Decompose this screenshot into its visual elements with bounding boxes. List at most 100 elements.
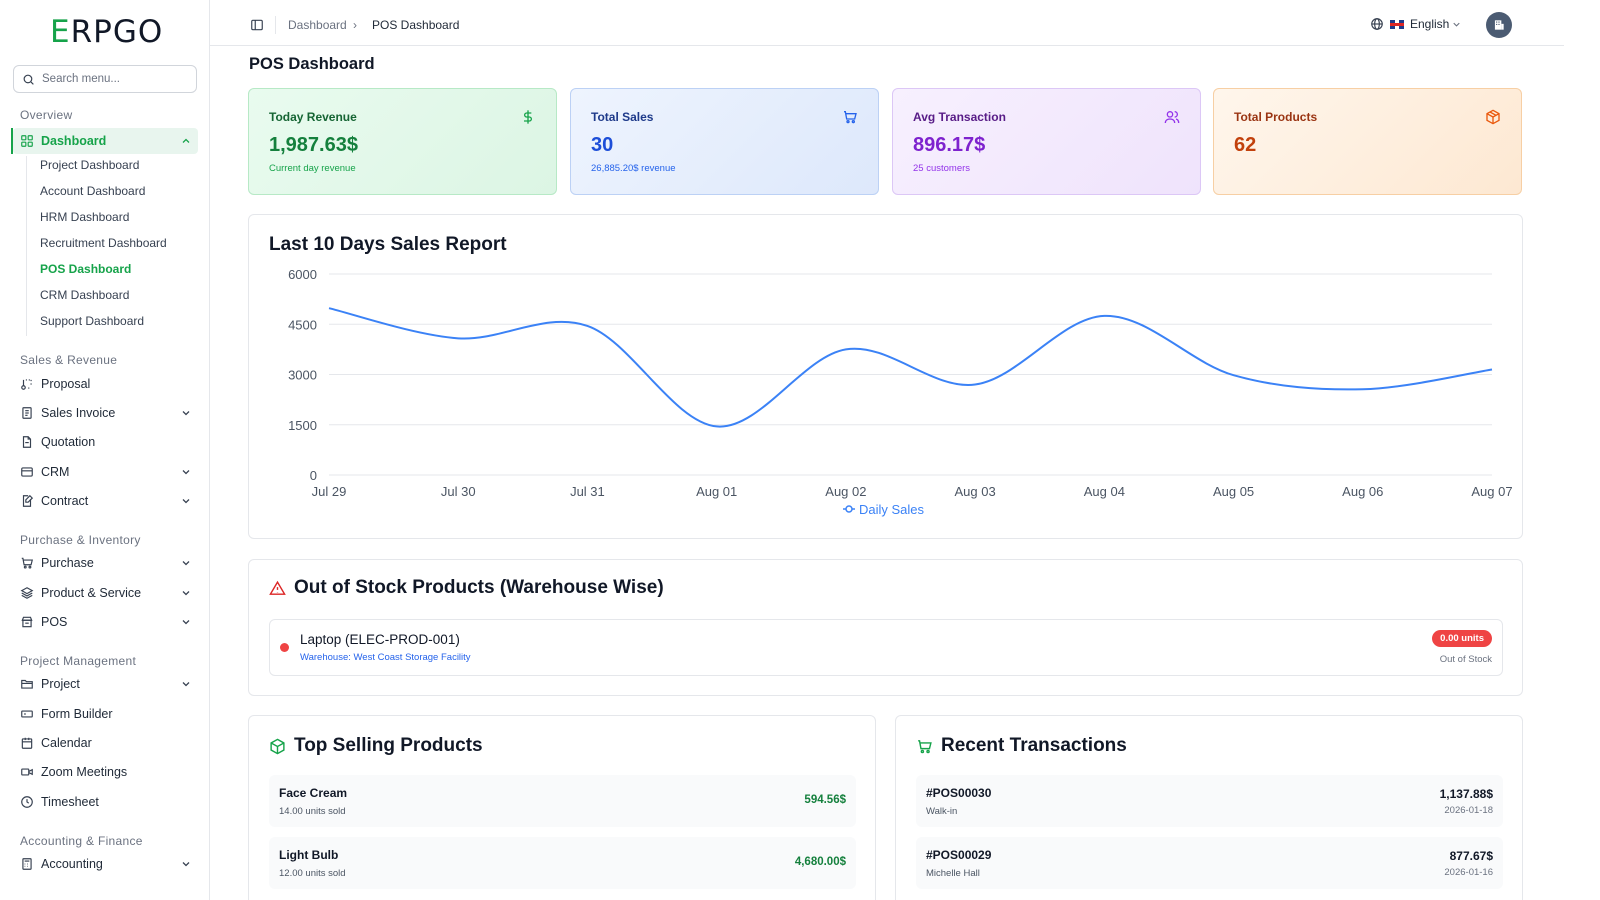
- sidebar-item-label: Calendar: [41, 736, 92, 750]
- globe-icon: [1371, 18, 1383, 30]
- sidebar-item-label: Project: [41, 677, 80, 691]
- header-divider: [275, 16, 276, 34]
- sidebar-item-quotation[interactable]: Quotation: [20, 432, 192, 452]
- layers-icon: [20, 586, 34, 600]
- breadcrumb-dashboard[interactable]: Dashboard: [288, 18, 347, 32]
- legend-label: Daily Sales: [859, 502, 925, 517]
- x-tick-label: Aug 06: [1342, 484, 1383, 499]
- out-of-stock-title: Out of Stock Products (Warehouse Wise): [269, 577, 664, 599]
- stat-total-sales: Total Sales 30 26,885.20$ revenue: [570, 88, 879, 195]
- folder-icon: [20, 677, 34, 691]
- sidebar-item-form-builder[interactable]: Form Builder: [20, 704, 192, 724]
- chevron-down-icon: [182, 591, 190, 596]
- dollar-icon: [524, 110, 532, 124]
- sales-line-chart: 0 1500 3000 4500 6000 Jul 29 Jul 30 Jul 31 Aug 0…: [288, 267, 1513, 517]
- sidebar-subitem-hrm-dashboard[interactable]: HRM Dashboard: [40, 210, 130, 224]
- stat-value: 62: [1234, 134, 1257, 156]
- cart-icon: [918, 739, 932, 753]
- sidebar-subitem-support-dashboard[interactable]: Support Dashboard: [40, 314, 145, 328]
- calendar-icon: [20, 736, 34, 750]
- sidebar-item-dashboard[interactable]: Dashboard: [20, 131, 192, 151]
- x-tick-label: Aug 01: [696, 484, 737, 499]
- sidebar-item-accounting[interactable]: Accounting: [20, 854, 192, 874]
- store-icon: [20, 615, 34, 629]
- cart-icon: [20, 556, 34, 570]
- chevron-down-icon: [182, 561, 190, 566]
- chevron-up-icon: [182, 138, 190, 143]
- list-item[interactable]: #POS00030 Walk-in 1,137.88$ 2026-01-18: [916, 775, 1503, 827]
- x-tick-label: Aug 02: [825, 484, 866, 499]
- chevron-down-icon: [182, 411, 190, 416]
- y-tick-label: 4500: [288, 317, 317, 332]
- stat-today-revenue: Today Revenue 1,987.63$ Current day reve…: [248, 88, 557, 195]
- search-input[interactable]: [42, 73, 192, 85]
- x-tick-label: Jul 29: [312, 484, 347, 499]
- sidebar: ERPGO Overview Dashboard Project Dashboa…: [0, 0, 210, 900]
- sidebar-subitem-crm-dashboard[interactable]: CRM Dashboard: [40, 288, 130, 302]
- transaction-amount: 877.67$: [1449, 849, 1493, 863]
- sidebar-toggle-icon[interactable]: [250, 18, 264, 32]
- page-gutter: [1564, 0, 1600, 900]
- list-item[interactable]: Face Cream 14.00 units sold 594.56$: [269, 775, 856, 827]
- transaction-amount: 1,137.88$: [1439, 787, 1493, 801]
- user-avatar[interactable]: [1486, 12, 1512, 38]
- sidebar-item-purchase[interactable]: Purchase: [20, 553, 192, 573]
- product-name: Face Cream: [279, 786, 348, 800]
- sidebar-item-zoom-meetings[interactable]: Zoom Meetings: [20, 762, 192, 782]
- stat-value: 896.17$: [913, 134, 986, 156]
- chevron-down-icon: [182, 620, 190, 625]
- product-name: Laptop (ELEC-PROD-001): [300, 632, 460, 647]
- stat-label: Avg Transaction: [913, 110, 1006, 124]
- warning-icon: [269, 580, 286, 595]
- users-icon: [1164, 111, 1180, 124]
- sidebar-item-calendar[interactable]: Calendar: [20, 733, 192, 753]
- cart-icon: [844, 111, 857, 124]
- recent-transactions-title: Recent Transactions: [916, 735, 1127, 757]
- sidebar-item-label: Proposal: [41, 377, 91, 391]
- product-amount: 4,680.00$: [794, 856, 846, 868]
- customer-name: Michelle Hall: [926, 868, 980, 879]
- form-icon: [20, 707, 34, 721]
- sidebar-item-timesheet[interactable]: Timesheet: [20, 792, 192, 812]
- sidebar-item-proposal[interactable]: Proposal: [20, 374, 192, 394]
- list-item[interactable]: Light Bulb 12.00 units sold 4,680.00$: [269, 837, 856, 889]
- sidebar-item-pos[interactable]: POS: [20, 612, 192, 632]
- sidebar-item-sales-invoice[interactable]: Sales Invoice: [20, 403, 192, 423]
- video-icon: [20, 765, 34, 779]
- chevron-down-icon: [182, 862, 190, 867]
- x-tick-label: Aug 03: [955, 484, 996, 499]
- sidebar-subitem-account-dashboard[interactable]: Account Dashboard: [40, 184, 146, 198]
- sidebar-item-label: Sales Invoice: [41, 406, 116, 420]
- invoice-icon: [20, 406, 34, 420]
- product-name: Light Bulb: [279, 848, 339, 862]
- chevron-down-icon: [1453, 22, 1461, 27]
- out-of-stock-card: Out of Stock Products (Warehouse Wise) L…: [248, 559, 1523, 696]
- units-sold: 12.00 units sold: [279, 868, 346, 879]
- section-sales: Sales & Revenue: [20, 353, 118, 367]
- sidebar-item-label: POS: [41, 615, 68, 629]
- sidebar-item-label: Zoom Meetings: [41, 765, 128, 779]
- customer-name: Walk-in: [926, 806, 958, 817]
- x-tick-label: Aug 04: [1084, 484, 1125, 499]
- sidebar-subitem-project-dashboard[interactable]: Project Dashboard: [40, 158, 140, 172]
- language-selector[interactable]: English: [1370, 17, 1462, 31]
- sidebar-subitem-pos-dashboard[interactable]: POS Dashboard: [40, 262, 132, 276]
- sidebar-item-label: Quotation: [41, 435, 96, 449]
- sidebar-item-project[interactable]: Project: [20, 674, 192, 694]
- transaction-date: 2026-01-18: [1444, 805, 1493, 816]
- list-item[interactable]: #POS00029 Michelle Hall 877.67$ 2026-01-…: [916, 837, 1503, 889]
- contract-icon: [20, 494, 34, 508]
- transaction-id: #POS00029: [926, 848, 992, 862]
- sidebar-item-crm[interactable]: CRM: [20, 462, 192, 482]
- sidebar-subitem-recruitment-dashboard[interactable]: Recruitment Dashboard: [40, 236, 167, 250]
- sidebar-item-contract[interactable]: Contract: [20, 491, 192, 511]
- sidebar-item-label: Product & Service: [41, 586, 142, 600]
- chevron-down-icon: [182, 470, 190, 475]
- submenu-line: [26, 156, 27, 336]
- stat-value: 30: [591, 134, 614, 156]
- crm-icon: [20, 465, 34, 479]
- stat-avg-transaction: Avg Transaction 896.17$ 25 customers: [892, 88, 1201, 195]
- out-of-stock-item[interactable]: Laptop (ELEC-PROD-001) Warehouse: West C…: [269, 619, 1503, 676]
- app-logo[interactable]: ERPGO: [50, 14, 164, 50]
- sidebar-item-product-service[interactable]: Product & Service: [20, 583, 192, 603]
